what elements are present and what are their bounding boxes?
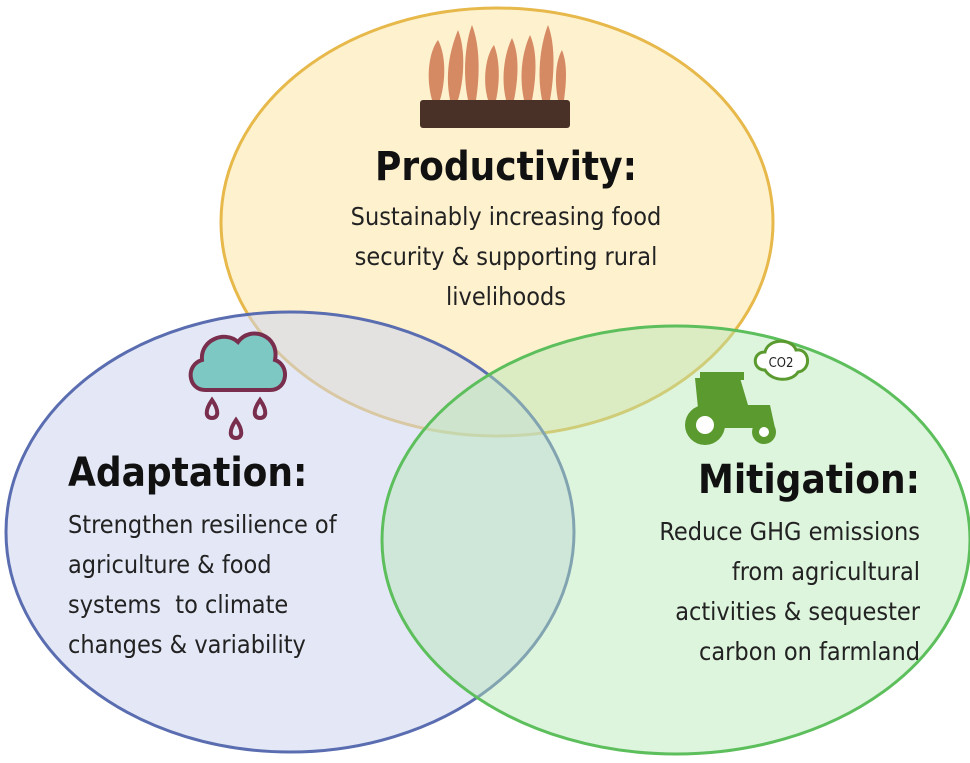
circle-line: security & supporting rural <box>355 242 658 271</box>
circle-line: Sustainably increasing food <box>351 202 662 231</box>
rain-cloud-icon <box>188 331 287 441</box>
circle-line: Reduce GHG emissions <box>659 517 920 546</box>
crops-icon <box>420 25 570 128</box>
circle-line: agriculture & food <box>68 550 272 579</box>
circle-line: carbon on farmland <box>699 637 920 666</box>
circle-line: Strengthen resilience of <box>68 510 338 539</box>
circle-title: Mitigation: <box>698 457 920 503</box>
mitigation-circle <box>380 324 970 756</box>
circle-title: Productivity: <box>375 144 637 190</box>
circle-line: changes & variability <box>68 630 306 659</box>
circle-line: livelihoods <box>446 282 566 311</box>
circle-line: from agricultural <box>732 557 920 586</box>
co2-label: CO2 <box>769 356 794 371</box>
circle-title: Adaptation: <box>68 450 307 496</box>
tractor-icon: CO2 <box>685 339 809 445</box>
circle-line: activities & sequester <box>675 597 921 626</box>
circle-line: systems to climate <box>68 590 288 619</box>
